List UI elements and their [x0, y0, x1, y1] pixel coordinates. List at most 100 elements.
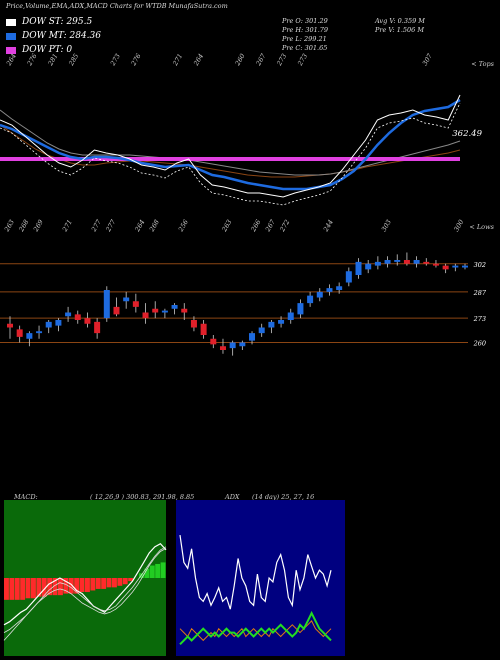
- price-tick-label: 272: [278, 218, 292, 234]
- price-tick-label: 269: [31, 218, 45, 234]
- macd-histogram-bar: [106, 578, 112, 588]
- candle-body: [65, 312, 72, 317]
- ema-tick-label: 267: [254, 52, 268, 68]
- candle-body: [403, 260, 410, 264]
- macd-histogram-bar: [31, 578, 36, 599]
- candle-body: [239, 342, 246, 347]
- ema-tick-label: 273: [275, 52, 289, 68]
- candle-body: [55, 320, 62, 326]
- price-corner-label: < Lows: [469, 223, 494, 231]
- price-tick-label: 277: [89, 218, 103, 234]
- macd-histogram-bar: [95, 578, 101, 589]
- candle-body: [326, 288, 333, 292]
- macd-histogram-bar: [144, 568, 150, 578]
- ema-price-line: [0, 94, 461, 198]
- price-tick-label: 244: [321, 218, 335, 234]
- candle-body: [374, 261, 381, 266]
- ema-current-label: 362.49: [452, 129, 482, 139]
- macd-histogram-bar: [149, 565, 155, 578]
- macd-histogram-bar: [90, 578, 96, 591]
- candle-body: [94, 321, 101, 334]
- stat-pre-high: Pre H: 301.79: [282, 26, 329, 34]
- candle-body: [452, 265, 459, 268]
- macd-histogram-bar: [117, 578, 123, 586]
- candle-body: [45, 321, 52, 328]
- candle-body: [26, 333, 33, 339]
- macd-histogram-bar: [36, 578, 42, 597]
- stat-avg-volume: Avg V: 0.359 M: [375, 17, 425, 25]
- legend-swatch: [6, 18, 16, 26]
- candle-body: [229, 342, 236, 349]
- candle-body: [462, 265, 468, 268]
- macd-histogram-bar: [139, 573, 144, 578]
- candle-body: [171, 305, 178, 309]
- macd-histogram-bar: [101, 578, 107, 589]
- candle-body: [423, 261, 430, 264]
- candle-body: [161, 310, 168, 313]
- macd-values: ( 12,26,9 ) 300.83, 291.98, 8.85: [90, 493, 195, 501]
- candle-body: [84, 318, 91, 324]
- macd-histogram-bar: [122, 578, 128, 585]
- dow-pt-band: [0, 157, 460, 161]
- price-tick-label: 300: [452, 218, 465, 233]
- candle-body: [36, 331, 43, 334]
- candle-body: [7, 323, 13, 328]
- legend-dow-mt: DOW MT: 284.36: [6, 31, 101, 41]
- candle-body: [278, 320, 285, 324]
- ema-corner-label: < Tops: [471, 60, 494, 68]
- macd-histogram-bar: [52, 578, 58, 596]
- ema-tick-label: 307: [421, 52, 435, 67]
- legend-swatch: [6, 32, 16, 40]
- candle-body: [307, 295, 314, 304]
- candle-body: [355, 261, 362, 275]
- price-tick-label: 263: [2, 218, 16, 234]
- candle-body: [16, 329, 23, 337]
- candle-body: [200, 323, 207, 335]
- price-tick-label: 263: [220, 218, 234, 234]
- candle-body: [345, 271, 352, 283]
- candle-body: [152, 308, 159, 313]
- macd-histogram-bar: [128, 578, 134, 582]
- adx-header: ADX: [225, 493, 240, 501]
- chart-title: Price,Volume,EMA,ADX,MACD Charts for WTD…: [6, 2, 228, 10]
- legend-dow-st: DOW ST: 295.5: [6, 17, 92, 27]
- macd-histogram-bar: [9, 578, 15, 600]
- candle-body: [394, 260, 401, 262]
- candle-body: [336, 286, 343, 290]
- price-tick-label: 271: [60, 218, 74, 234]
- macd-histogram-bar: [74, 578, 80, 594]
- candle-body: [142, 312, 149, 319]
- candle-body: [249, 333, 256, 341]
- candle-body: [432, 263, 439, 266]
- candle-body: [413, 260, 420, 264]
- candle-body: [219, 346, 226, 350]
- price-level-label: 260: [473, 340, 486, 348]
- ema-tick-label: 276: [25, 52, 39, 68]
- ema-tick-label: 260: [233, 52, 247, 68]
- macd-histogram-bar: [47, 578, 53, 596]
- macd-histogram-bar: [160, 562, 166, 578]
- price-level-label: 287: [473, 289, 487, 297]
- legend-swatch: [6, 46, 16, 54]
- stat-pre-close: Pre C: 301.65: [282, 44, 328, 52]
- price-tick-label: 266: [249, 218, 263, 234]
- candle-body: [132, 301, 139, 307]
- legend-dow-pt: DOW PT: 0: [6, 45, 72, 55]
- candle-body: [113, 306, 120, 315]
- candle-body: [210, 338, 217, 345]
- macd-histogram-bar: [155, 563, 161, 578]
- candle-body: [316, 291, 323, 298]
- candle-body: [365, 263, 372, 270]
- macd-histogram-bar: [63, 578, 69, 594]
- adx-line: [179, 535, 332, 610]
- ema-tick-label: 273: [108, 52, 122, 68]
- candle-body: [268, 321, 275, 328]
- ema-tick-label: 273: [296, 52, 310, 68]
- adx-plus-di-line: [179, 610, 332, 646]
- candle-body: [297, 303, 304, 315]
- macd-line: [3, 548, 167, 641]
- macd-line: [3, 542, 167, 626]
- candle-body: [442, 265, 449, 270]
- macd-histogram-bar: [20, 578, 26, 600]
